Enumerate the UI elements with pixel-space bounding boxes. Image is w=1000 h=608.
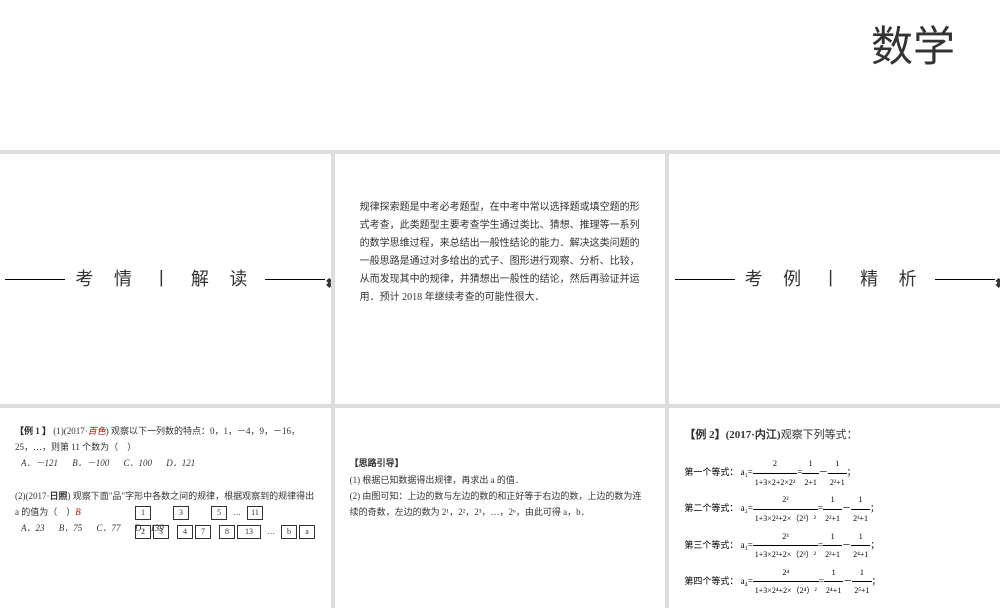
slide-example-2: 【例 2】(2017·内江)观察下列等式： 第一个等式： a₁=21+3×2+2… [669, 408, 1000, 608]
opt2-b: B．75 [59, 520, 83, 536]
ex2-src: (2017·内江) [726, 429, 781, 441]
ex1-q2-ans: B [75, 507, 81, 517]
examples-title: ◆◆ 考 例 丨 精 析 ◆◆ [745, 265, 925, 294]
ex2-title: 【例 2】(2017·内江)观察下列等式： [684, 423, 985, 447]
ex1-q1: 【例 1 】 (1)(2017·百色) 观察以下一列数的特点：0，1，－4，9，… [15, 423, 316, 455]
opt-c: C．100 [124, 455, 153, 471]
slide-examples-title: ◆◆ 考 例 丨 精 析 ◆◆ [669, 154, 1000, 404]
equation-rows: 第一个等式： a₁=21+3×2+2×2²=12+1－12²+1；第二个等式： … [684, 455, 985, 600]
dots: … [233, 506, 241, 520]
analysis-title-text: 考 情 丨 解 读 [75, 269, 255, 289]
num-box: a [299, 525, 315, 539]
num-box: 11 [247, 506, 263, 520]
num-box: 3 [153, 525, 169, 539]
ex1-q2-source: 日照 [50, 491, 68, 501]
dots: … [267, 525, 275, 539]
equation-row: 第一个等式： a₁=21+3×2+2×2²=12+1－12²+1； [684, 455, 985, 491]
guide-title: 【思路引导】 [350, 458, 404, 468]
ex1-label: 【例 1 】 [15, 426, 51, 436]
deco-right-icon-2: ◆◆ [996, 279, 1000, 287]
section-title-wrap-2: ◆◆ 考 例 丨 精 析 ◆◆ [684, 169, 985, 389]
deco-left-icon-2: ◆◆ [669, 279, 673, 287]
ex1-q1-options: A．－121 B．－100 C．100 D．121 [15, 455, 316, 471]
slide-guide: 【思路引导】 (1) 根据已知数据得出规律，再求出 a 的值． (2) 由图可知… [335, 408, 666, 608]
num-box: 4 [177, 525, 193, 539]
opt-b: B．－100 [72, 455, 109, 471]
opt-a: A．－121 [21, 455, 58, 471]
guide-p2: (2) 由图可知：上边的数与左边的数的和正好等于右边的数，上边的数为连续的奇数，… [350, 488, 651, 520]
guide-p1: (1) 根据已知数据得出规律，再求出 a 的值． [350, 472, 651, 488]
intro-paragraph: 规律探索题是中考必考题型，在中考中常以选择题或填空题的形式考查，此类题型主要考查… [350, 169, 651, 337]
equation-row: 第三个等式： a₃=2³1+3×2³+2×（2³）²=12³+1－12⁴+1； [684, 528, 985, 564]
num-box: 8 [219, 525, 235, 539]
examples-title-text: 考 例 丨 精 析 [745, 269, 925, 289]
boxes-row-2: 23 47 813 … ba [135, 525, 316, 539]
boxes-row-1: 1 3 5 … 11 [135, 506, 316, 520]
subject-label: 数学 [871, 15, 955, 82]
deco-left-icon: ◆◆ [0, 279, 4, 287]
slide-analysis-title: ◆◆ 考 情 丨 解 读 ◆◆ [0, 154, 331, 404]
opt2-c: C．77 [97, 520, 121, 536]
num-box: 1 [135, 506, 151, 520]
ex2-tail: 观察下列等式： [781, 429, 858, 441]
analysis-title: ◆◆ 考 情 丨 解 读 ◆◆ [75, 265, 255, 294]
num-box: 3 [173, 506, 189, 520]
slide-example-1: 【例 1 】 (1)(2017·百色) 观察以下一列数的特点：0，1，－4，9，… [0, 408, 331, 608]
ex1-q1-source: 百色 [88, 426, 106, 436]
num-box: 2 [135, 525, 151, 539]
num-box: 5 [211, 506, 227, 520]
ex1-q1-prefix: (1)(2017· [53, 426, 88, 436]
equation-row: 第四个等式： a₄=2⁴1+3×2⁴+2×（2⁴）²=12⁴+1－12⁵+1； [684, 564, 985, 600]
opt2-a: A．23 [21, 520, 45, 536]
num-box: b [281, 525, 297, 539]
section-title-wrap: ◆◆ 考 情 丨 解 读 ◆◆ [15, 169, 316, 389]
num-box: 13 [237, 525, 261, 539]
equation-row: 第二个等式： a₂=2²1+3×2²+2×（2²）²=12²+1－12³+1； [684, 491, 985, 527]
deco-right-icon: ◆◆ [326, 279, 330, 287]
num-box: 7 [195, 525, 211, 539]
opt-d: D．121 [166, 455, 195, 471]
slide-intro: 规律探索题是中考必考题型，在中考中常以选择题或填空题的形式考查，此类题型主要考查… [335, 154, 666, 404]
header-slide: 数学 [0, 0, 1000, 150]
ex2-label: 【例 2】 [684, 429, 725, 441]
ex1-q2-prefix: (2)(2017· [15, 491, 50, 501]
